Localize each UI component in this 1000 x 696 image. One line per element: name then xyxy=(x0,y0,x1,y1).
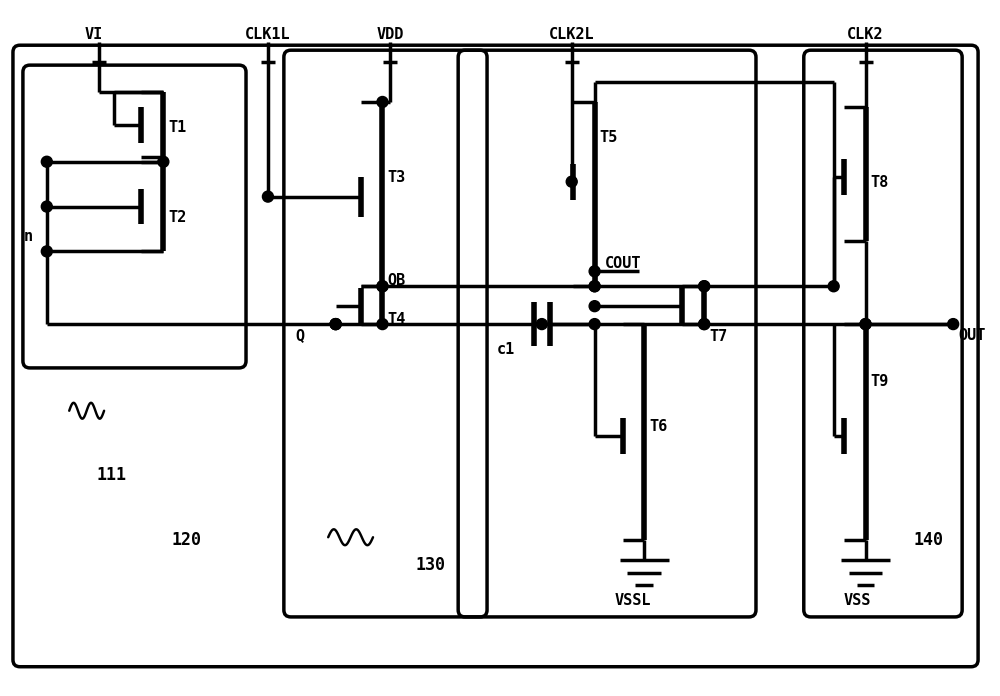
Circle shape xyxy=(536,319,547,330)
Text: T3: T3 xyxy=(387,170,406,184)
Text: T7: T7 xyxy=(709,329,727,344)
Circle shape xyxy=(589,280,600,292)
Text: 140: 140 xyxy=(913,531,943,549)
Circle shape xyxy=(377,97,388,107)
Text: VDD: VDD xyxy=(377,27,404,42)
Circle shape xyxy=(262,191,273,202)
Text: T8: T8 xyxy=(871,175,889,189)
Text: c1: c1 xyxy=(497,342,515,357)
Circle shape xyxy=(566,176,577,187)
Circle shape xyxy=(589,319,600,330)
Circle shape xyxy=(589,280,600,292)
Circle shape xyxy=(699,319,710,330)
Text: COUT: COUT xyxy=(605,256,641,271)
Circle shape xyxy=(158,157,169,167)
Circle shape xyxy=(330,319,341,330)
Text: T5: T5 xyxy=(600,130,618,145)
Text: T6: T6 xyxy=(649,419,668,434)
Text: 120: 120 xyxy=(171,531,201,549)
Circle shape xyxy=(377,280,388,292)
Circle shape xyxy=(699,280,710,292)
Text: n: n xyxy=(24,230,33,244)
Circle shape xyxy=(330,319,341,330)
Circle shape xyxy=(589,301,600,312)
Text: T9: T9 xyxy=(871,374,889,389)
Text: CLK2L: CLK2L xyxy=(549,27,595,42)
Circle shape xyxy=(41,201,52,212)
Circle shape xyxy=(589,266,600,277)
Text: 130: 130 xyxy=(415,556,445,574)
Circle shape xyxy=(860,319,871,330)
Text: Q: Q xyxy=(296,328,305,343)
Circle shape xyxy=(41,246,52,257)
Circle shape xyxy=(330,319,341,330)
Circle shape xyxy=(860,319,871,330)
Circle shape xyxy=(699,319,710,330)
Text: VSSL: VSSL xyxy=(615,593,651,608)
Circle shape xyxy=(377,280,388,292)
Circle shape xyxy=(699,280,710,292)
Text: T2: T2 xyxy=(168,209,187,225)
Text: T1: T1 xyxy=(168,120,187,135)
Text: T4: T4 xyxy=(387,312,406,327)
Text: 111: 111 xyxy=(97,466,127,484)
Text: CLK2: CLK2 xyxy=(847,27,884,42)
Circle shape xyxy=(828,280,839,292)
Circle shape xyxy=(377,319,388,330)
Text: VI: VI xyxy=(85,27,103,42)
Text: OUT: OUT xyxy=(958,328,986,343)
Circle shape xyxy=(948,319,959,330)
Text: VSS: VSS xyxy=(844,593,871,608)
Text: QB: QB xyxy=(387,272,406,287)
Circle shape xyxy=(41,157,52,167)
Text: CLK1L: CLK1L xyxy=(245,27,291,42)
